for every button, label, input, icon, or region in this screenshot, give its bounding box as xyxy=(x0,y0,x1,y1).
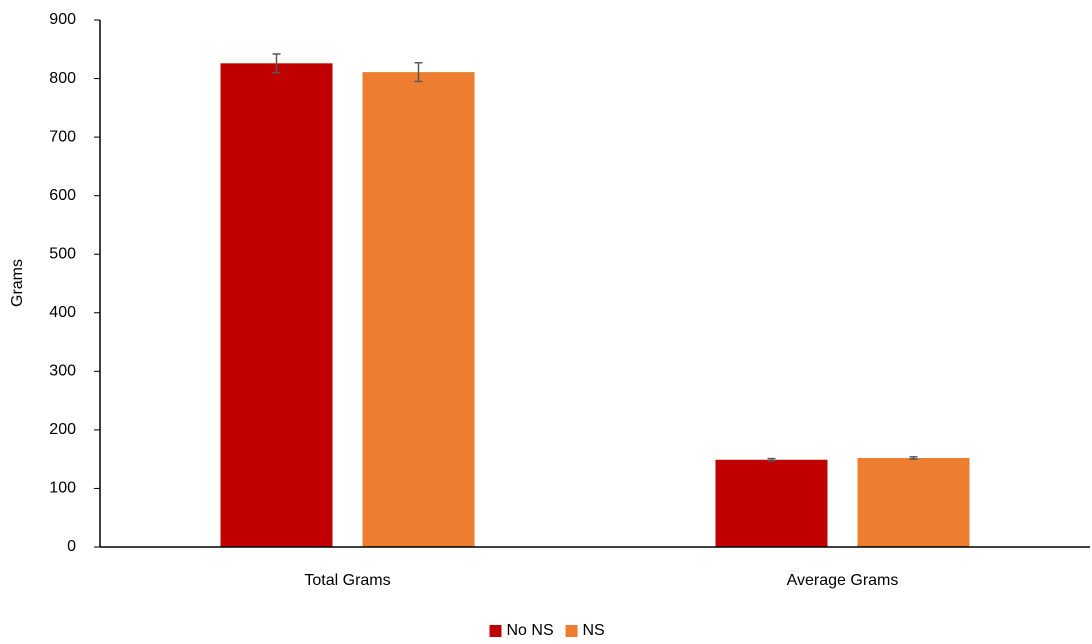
error-bar xyxy=(272,53,281,74)
y-tick-label: 900 xyxy=(49,11,76,28)
error-bar xyxy=(414,61,423,83)
y-axis-label: Grams xyxy=(9,259,26,307)
error-bar xyxy=(767,457,776,462)
x-tick-label: Total Grams xyxy=(304,572,390,589)
legend-swatch xyxy=(489,625,502,637)
y-tick-label: 500 xyxy=(49,245,76,262)
y-tick-label: 700 xyxy=(49,128,76,145)
legend-swatch xyxy=(565,625,578,637)
bar xyxy=(715,459,828,547)
y-tick-label: 800 xyxy=(49,70,76,87)
y-tick-label: 600 xyxy=(49,187,76,204)
y-tick-label: 400 xyxy=(49,304,76,321)
error-bar xyxy=(909,456,918,460)
bar xyxy=(362,72,475,547)
y-tick-label: 0 xyxy=(67,538,76,555)
y-tick-label: 200 xyxy=(49,421,76,438)
legend-label: NS xyxy=(583,622,605,639)
bar xyxy=(220,63,333,547)
legend-label: No NS xyxy=(507,622,554,639)
bar xyxy=(857,457,970,547)
x-tick-label: Average Grams xyxy=(787,572,899,589)
y-tick-label: 100 xyxy=(49,480,76,497)
y-tick-label: 300 xyxy=(49,363,76,380)
